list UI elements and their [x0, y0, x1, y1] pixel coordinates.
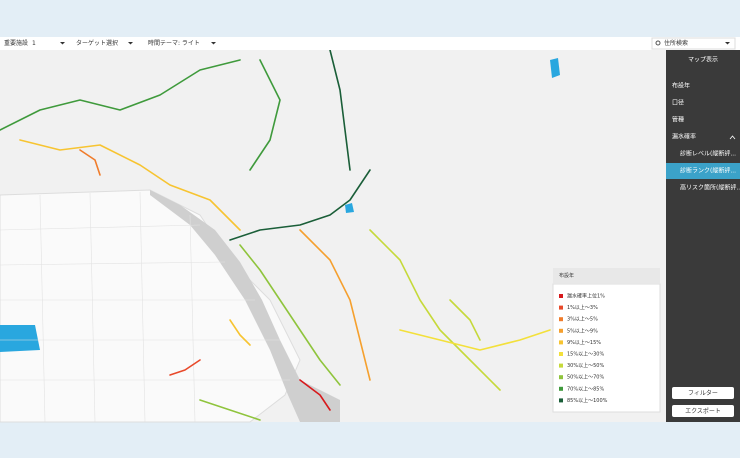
search-icon — [655, 40, 661, 46]
sidebar-item[interactable]: 漏水確率 — [672, 133, 696, 141]
filter-label[interactable]: ターゲット選択 — [76, 39, 118, 47]
legend-swatch — [559, 363, 563, 368]
collapse-icon[interactable] — [729, 135, 736, 140]
search-box[interactable] — [651, 37, 736, 50]
legend-label: 3%以上〜5% — [567, 316, 598, 323]
legend-body — [552, 283, 661, 413]
legend-label: 50%以上〜70% — [567, 374, 604, 381]
legend-label: 9%以上〜15% — [567, 339, 601, 346]
legend-swatch — [559, 340, 563, 345]
legend-label: 30%以上〜50% — [567, 362, 604, 369]
button-label[interactable]: フィルター — [688, 389, 718, 397]
sidebar-item[interactable]: 口径 — [672, 99, 684, 107]
legend-swatch — [559, 375, 563, 380]
legend-swatch — [559, 398, 563, 403]
legend-label: 漏水確率上位1% — [567, 293, 605, 300]
button[interactable] — [672, 405, 734, 417]
pipe-network — [0, 49, 551, 421]
sidebar-item[interactable]: 布設年 — [672, 82, 690, 90]
sidebar-sub-item[interactable]: 高リスク箇所(縦断評... — [680, 184, 740, 192]
water — [150, 190, 340, 422]
legend-label: 15%以上〜30% — [567, 351, 604, 358]
pond — [550, 58, 560, 78]
filter-label[interactable]: 重要施設 — [4, 39, 28, 47]
sidebar-sub-item[interactable]: 診断ランク(縦断評... — [680, 167, 736, 175]
legend-swatch — [559, 386, 563, 391]
button[interactable] — [672, 387, 734, 399]
legend: 布設年 漏水確率上位1% 1%以上〜3% 3%以上〜5% 5%以上〜9% 9%以上〜15… — [552, 268, 661, 413]
button-label[interactable]: エクスポート — [685, 407, 721, 415]
toolbar: 重要施設 1 ターゲット選択 時間テーマ: ライト 住所検索 — [0, 37, 740, 50]
legend-swatch — [559, 317, 563, 322]
filter-label[interactable]: 時間テーマ: ライト — [148, 39, 200, 47]
dropdown-icon[interactable] — [211, 42, 216, 45]
pond — [345, 203, 354, 213]
filter-badge: 1 — [32, 40, 36, 47]
sidebar-background — [666, 50, 740, 422]
legend-swatch — [559, 294, 563, 298]
selected-highlight — [666, 163, 740, 179]
legend-swatch — [559, 305, 563, 310]
sidebar-title: マップ表示 — [688, 56, 718, 64]
dropdown-icon[interactable] — [60, 42, 65, 45]
search-placeholder: 住所検索 — [664, 39, 688, 47]
grid-streets — [0, 191, 290, 423]
dropdown-icon[interactable] — [725, 42, 730, 45]
legend-swatch — [559, 328, 563, 333]
legend-header — [553, 268, 660, 283]
legend-label: 5%以上〜9% — [567, 327, 598, 334]
sidebar-item[interactable]: 管種 — [672, 116, 684, 124]
legend-label: 1%以上〜3% — [567, 304, 598, 311]
dropdown-icon[interactable] — [128, 42, 133, 45]
legend-title: 布設年 — [559, 272, 574, 279]
legend-swatch — [559, 352, 563, 356]
legend-label: 85%以上〜100% — [567, 397, 608, 404]
water-blue — [0, 325, 40, 352]
legend-label: 70%以上〜85% — [567, 385, 604, 392]
toolbar-background — [0, 37, 740, 50]
sidebar-sub-item[interactable]: 診断レベル(縦断評... — [680, 150, 736, 158]
